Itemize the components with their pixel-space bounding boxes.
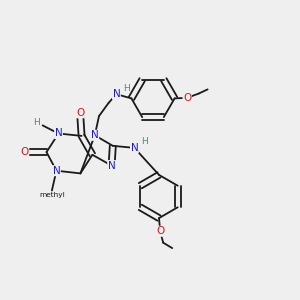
Text: N: N: [130, 143, 138, 153]
Text: O: O: [20, 147, 29, 157]
Text: N: N: [55, 128, 62, 139]
Text: N: N: [91, 130, 99, 140]
Text: O: O: [76, 108, 84, 118]
Text: methyl: methyl: [40, 192, 65, 198]
Text: H: H: [33, 118, 40, 127]
Text: N: N: [112, 89, 120, 99]
Text: N: N: [108, 160, 116, 171]
Text: H: H: [123, 84, 129, 93]
Text: H: H: [141, 137, 147, 146]
Text: N: N: [52, 166, 60, 176]
Text: O: O: [183, 93, 191, 103]
Text: O: O: [156, 226, 164, 236]
